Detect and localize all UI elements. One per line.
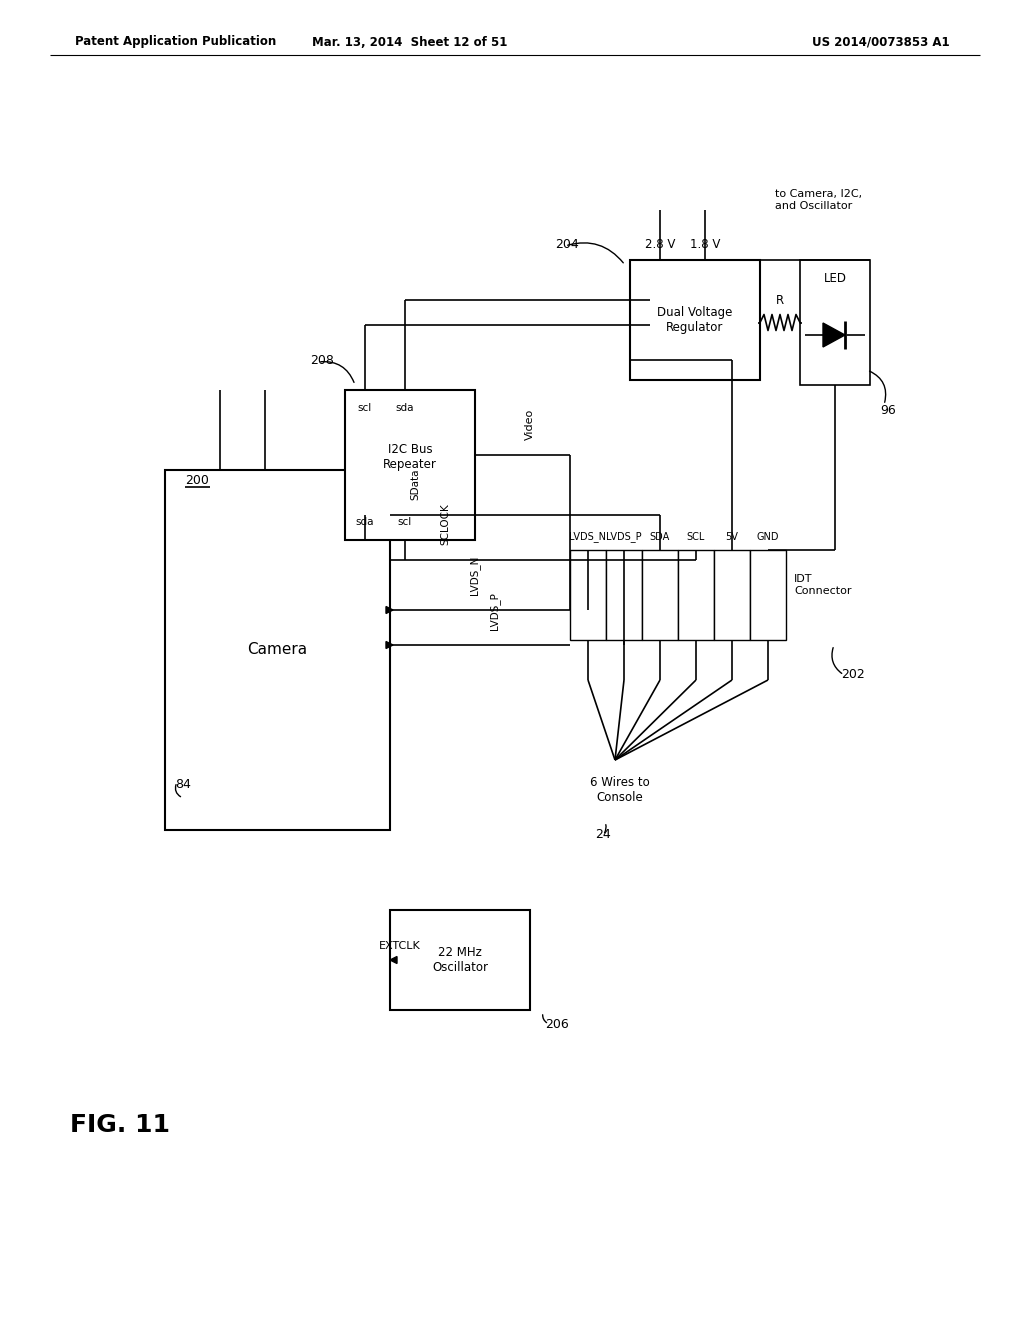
- Text: 1.8 V: 1.8 V: [690, 239, 720, 252]
- Text: Video: Video: [525, 409, 535, 440]
- Text: 24: 24: [595, 829, 610, 842]
- Text: SCLOCK: SCLOCK: [440, 503, 450, 545]
- Text: 84: 84: [175, 779, 190, 792]
- Bar: [750, 550, 786, 640]
- Bar: [570, 550, 606, 640]
- Text: 204: 204: [555, 239, 579, 252]
- Text: 22 MHz
Oscillator: 22 MHz Oscillator: [432, 946, 488, 974]
- Text: GND: GND: [757, 532, 779, 543]
- Text: 2.8 V: 2.8 V: [645, 239, 675, 252]
- Text: LED: LED: [823, 272, 847, 285]
- Text: SData: SData: [410, 469, 420, 500]
- Bar: [630, 260, 760, 380]
- Text: 208: 208: [310, 354, 334, 367]
- Text: 6 Wires to
Console: 6 Wires to Console: [590, 776, 650, 804]
- Text: sda: sda: [395, 403, 415, 413]
- Bar: [606, 550, 642, 640]
- Text: Mar. 13, 2014  Sheet 12 of 51: Mar. 13, 2014 Sheet 12 of 51: [312, 36, 508, 49]
- Text: I2C Bus
Repeater: I2C Bus Repeater: [383, 444, 437, 471]
- Text: scl: scl: [357, 403, 372, 413]
- Bar: [678, 550, 714, 640]
- Polygon shape: [390, 957, 397, 964]
- Polygon shape: [823, 323, 845, 347]
- Text: 200: 200: [185, 474, 209, 487]
- Text: SCL: SCL: [687, 532, 706, 543]
- Text: Dual Voltage
Regulator: Dual Voltage Regulator: [657, 306, 733, 334]
- Text: US 2014/0073853 A1: US 2014/0073853 A1: [812, 36, 950, 49]
- Text: scl: scl: [398, 517, 412, 527]
- Polygon shape: [386, 642, 393, 648]
- Text: LVDS_N: LVDS_N: [569, 531, 606, 543]
- Text: 5V: 5V: [726, 532, 738, 543]
- Text: EXTCLK: EXTCLK: [379, 941, 421, 950]
- Bar: [642, 550, 678, 640]
- Text: SDA: SDA: [650, 532, 670, 543]
- Text: 96: 96: [880, 404, 896, 417]
- Text: IDT
Connector: IDT Connector: [794, 574, 852, 595]
- Bar: [165, 470, 390, 830]
- Text: to Camera, I2C,
and Oscillator: to Camera, I2C, and Oscillator: [775, 189, 862, 211]
- Text: Camera: Camera: [248, 643, 307, 657]
- Bar: [800, 260, 870, 385]
- Bar: [390, 909, 530, 1010]
- Text: FIG. 11: FIG. 11: [70, 1113, 170, 1137]
- Bar: [345, 389, 475, 540]
- Text: 202: 202: [841, 668, 864, 681]
- Text: R: R: [776, 294, 784, 308]
- Polygon shape: [386, 606, 393, 614]
- Text: LVDS_P: LVDS_P: [489, 593, 501, 630]
- Text: LVDS_P: LVDS_P: [606, 531, 642, 543]
- Text: 206: 206: [545, 1019, 568, 1031]
- Text: LVDS_N: LVDS_N: [470, 556, 480, 595]
- Text: sda: sda: [355, 517, 374, 527]
- Bar: [714, 550, 750, 640]
- Text: Patent Application Publication: Patent Application Publication: [75, 36, 276, 49]
